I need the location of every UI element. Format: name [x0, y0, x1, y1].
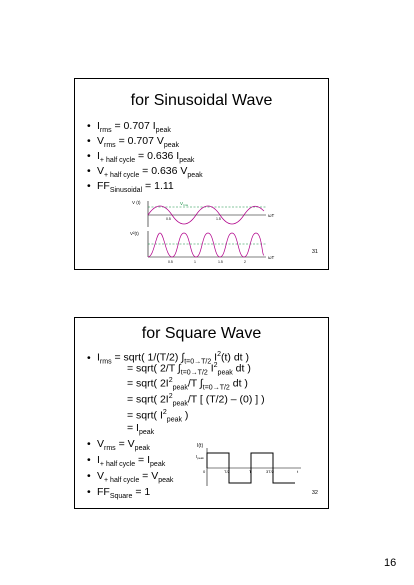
- derivation-line: = sqrt( 2/T ∫t=0→T/2 I2peak dt ): [127, 362, 251, 377]
- bullet-ff: • FFSquare = 1: [87, 486, 151, 501]
- ipeak-label: Ipeak: [196, 454, 204, 460]
- svg-text:3T/2: 3T/2: [266, 469, 275, 474]
- vrms-label: Vrms: [180, 201, 189, 207]
- svg-text:1.5: 1.5: [216, 217, 221, 221]
- square-wave-graph: I(t) Ipeak 0 T/2 T 3T/2 t: [196, 443, 301, 486]
- square-wave: [206, 452, 295, 484]
- bullet-irms-derivation: • Irms = sqrt( 1/(T/2) ∫t=0→T/2 I2(t) dt …: [87, 351, 249, 366]
- slide-square: for Square Wave • Irms = sqrt( 1/(T/2) ∫t…: [74, 317, 329, 509]
- derivation-line: = Ipeak: [127, 422, 155, 437]
- bullet-ff: • FFSinusoidal = 1.11: [87, 180, 174, 195]
- svg-text:0.5: 0.5: [166, 217, 171, 221]
- slide-title: for Sinusoidal Wave: [130, 92, 273, 109]
- derivation-line: = sqrt( 2I2peak/T [ (T/2) – (0) ] ): [127, 393, 265, 408]
- slide-page-number: 31: [311, 249, 318, 255]
- bottom-xlabel: ωT: [268, 255, 275, 260]
- svg-text:1.5: 1.5: [218, 260, 223, 264]
- bottom-ylabel: V²(t): [130, 231, 139, 236]
- bullet-vhalf: • V+ half cycle = Vpeak: [87, 470, 174, 485]
- svg-text:0: 0: [203, 469, 206, 474]
- bullet-vhalf: • V+ half cycle = 0.636 Vpeak: [87, 165, 203, 180]
- page-number: 16: [384, 557, 397, 569]
- derivation-line: = sqrt( 2I2peak/T ∫t=0→T/2 dt ): [127, 377, 248, 392]
- sine-squared-curve: [147, 232, 265, 258]
- bullet-irms: • Irms = 0.707 Ipeak: [87, 120, 171, 135]
- bullet-vrms: • Vrms = Vpeak: [87, 438, 150, 453]
- svg-text:1: 1: [194, 260, 196, 264]
- svg-text:2: 2: [244, 260, 246, 264]
- top-xlabel: ωT: [268, 213, 275, 218]
- bullet-vrms: • Vrms = 0.707 Vpeak: [87, 135, 180, 150]
- top-ylabel: V (t): [132, 200, 141, 205]
- svg-text:0.5: 0.5: [168, 260, 173, 264]
- svg-text:T: T: [249, 469, 252, 474]
- slide-page-number: 32: [311, 490, 318, 496]
- bullet-ihalf: • I+ half cycle = 0.636 Ipeak: [87, 150, 195, 165]
- bullet-ihalf: • I+ half cycle = Ipeak: [87, 454, 166, 469]
- sine-curve: [147, 205, 265, 225]
- slide-sinusoidal: for Sinusoidal Wave • Irms = 0.707 Ipeak …: [74, 78, 329, 270]
- sine-graphs: V (t) Vrms ωT 0.5 1.5 V²(t) ωT 0.5 1 1.5…: [130, 200, 275, 264]
- slide-title: for Square Wave: [141, 325, 262, 342]
- svg-text:T/2: T/2: [224, 469, 231, 474]
- svg-text:t: t: [297, 469, 299, 474]
- graph-ylabel: I(t): [197, 443, 203, 449]
- derivation-line: = sqrt( I2peak ): [127, 409, 189, 424]
